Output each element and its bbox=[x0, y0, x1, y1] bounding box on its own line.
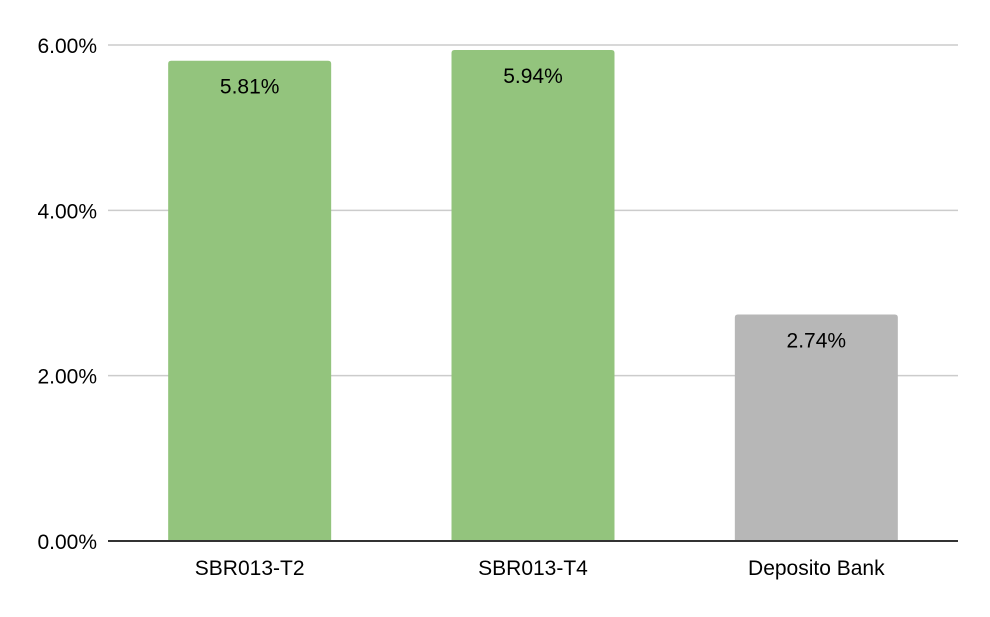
data-labels: 5.81% 5.94% 2.74% bbox=[220, 65, 846, 353]
y-tick-label: 2.00% bbox=[37, 366, 97, 389]
x-tick-label: Deposito Bank bbox=[748, 557, 885, 580]
x-axis-tick-labels: SBR013-T2 SBR013-T4 Deposito Bank bbox=[195, 557, 885, 580]
y-tick-label: 0.00% bbox=[37, 531, 97, 554]
bar bbox=[734, 314, 898, 541]
y-axis-tick-labels: 0.00% 2.00% 4.00% 6.00% bbox=[37, 35, 97, 554]
data-label: 5.94% bbox=[503, 65, 563, 88]
bar bbox=[168, 60, 332, 541]
bar bbox=[451, 49, 615, 542]
y-tick-label: 6.00% bbox=[37, 35, 97, 58]
y-tick-label: 4.00% bbox=[37, 200, 97, 223]
x-tick-label: SBR013-T2 bbox=[195, 557, 305, 580]
bars bbox=[168, 49, 898, 542]
data-label: 5.81% bbox=[220, 76, 280, 99]
x-tick-label: SBR013-T4 bbox=[478, 557, 588, 580]
data-label: 2.74% bbox=[787, 329, 847, 352]
